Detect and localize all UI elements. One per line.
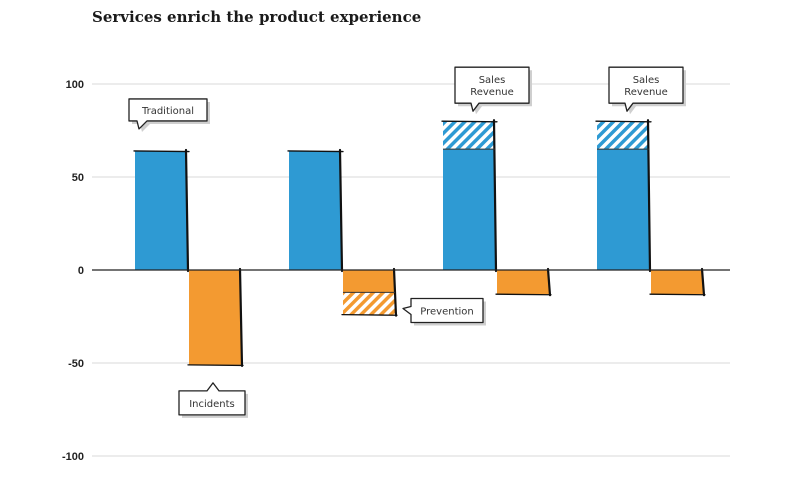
bar-edge — [184, 148, 190, 273]
bar — [443, 149, 495, 270]
y-tick-label: -100 — [62, 451, 84, 463]
bar-cap — [341, 313, 398, 316]
bar — [343, 270, 395, 293]
bar-cap — [649, 293, 706, 296]
callout-label: Revenue — [470, 87, 514, 98]
bars — [133, 119, 706, 367]
bar — [135, 150, 187, 270]
bar — [189, 270, 241, 365]
bar-edge — [492, 119, 498, 273]
bar-cap — [441, 120, 498, 123]
y-tick-label: 100 — [66, 79, 84, 91]
callouts: TraditionalIncidentsPreventionSalesReven… — [128, 66, 686, 418]
callout-box — [128, 98, 208, 130]
y-tick-label: -50 — [68, 358, 84, 370]
bar-edge — [646, 119, 652, 273]
callout-box — [402, 297, 484, 324]
bar-hatched — [597, 121, 649, 150]
bar — [289, 150, 341, 270]
y-tick-label: 50 — [72, 172, 84, 184]
callout-box — [454, 66, 530, 112]
y-axis-labels: 100 50 0 -50 -100 — [62, 79, 84, 463]
callout-label: Traditional — [141, 106, 194, 117]
callout-label: Sales — [479, 75, 506, 86]
bar-cap — [495, 293, 552, 296]
callout-box — [608, 66, 684, 112]
chart-title: Services enrich the product experience — [92, 8, 422, 26]
callout-label: Sales — [633, 75, 660, 86]
bar — [651, 270, 703, 295]
bar-edge — [238, 267, 244, 367]
bar-cap — [595, 120, 652, 123]
bar-cap — [133, 150, 190, 153]
bar-edge — [700, 267, 706, 297]
bar-cap — [187, 364, 244, 367]
bar-edge — [546, 267, 552, 297]
callout-label: Incidents — [189, 399, 235, 410]
bar-hatched — [443, 121, 495, 150]
bar — [497, 270, 549, 295]
bar-hatched — [343, 292, 395, 315]
callout-box — [178, 382, 246, 416]
bar — [597, 149, 649, 270]
bar-edge — [338, 148, 344, 273]
callout-label: Prevention — [420, 306, 473, 317]
callout: Incidents — [178, 382, 248, 418]
y-tick-label: 0 — [78, 265, 84, 277]
bar-cap — [287, 150, 344, 153]
callout-label: Revenue — [624, 87, 668, 98]
callout: Prevention — [402, 297, 486, 326]
callout: Traditional — [128, 98, 210, 132]
